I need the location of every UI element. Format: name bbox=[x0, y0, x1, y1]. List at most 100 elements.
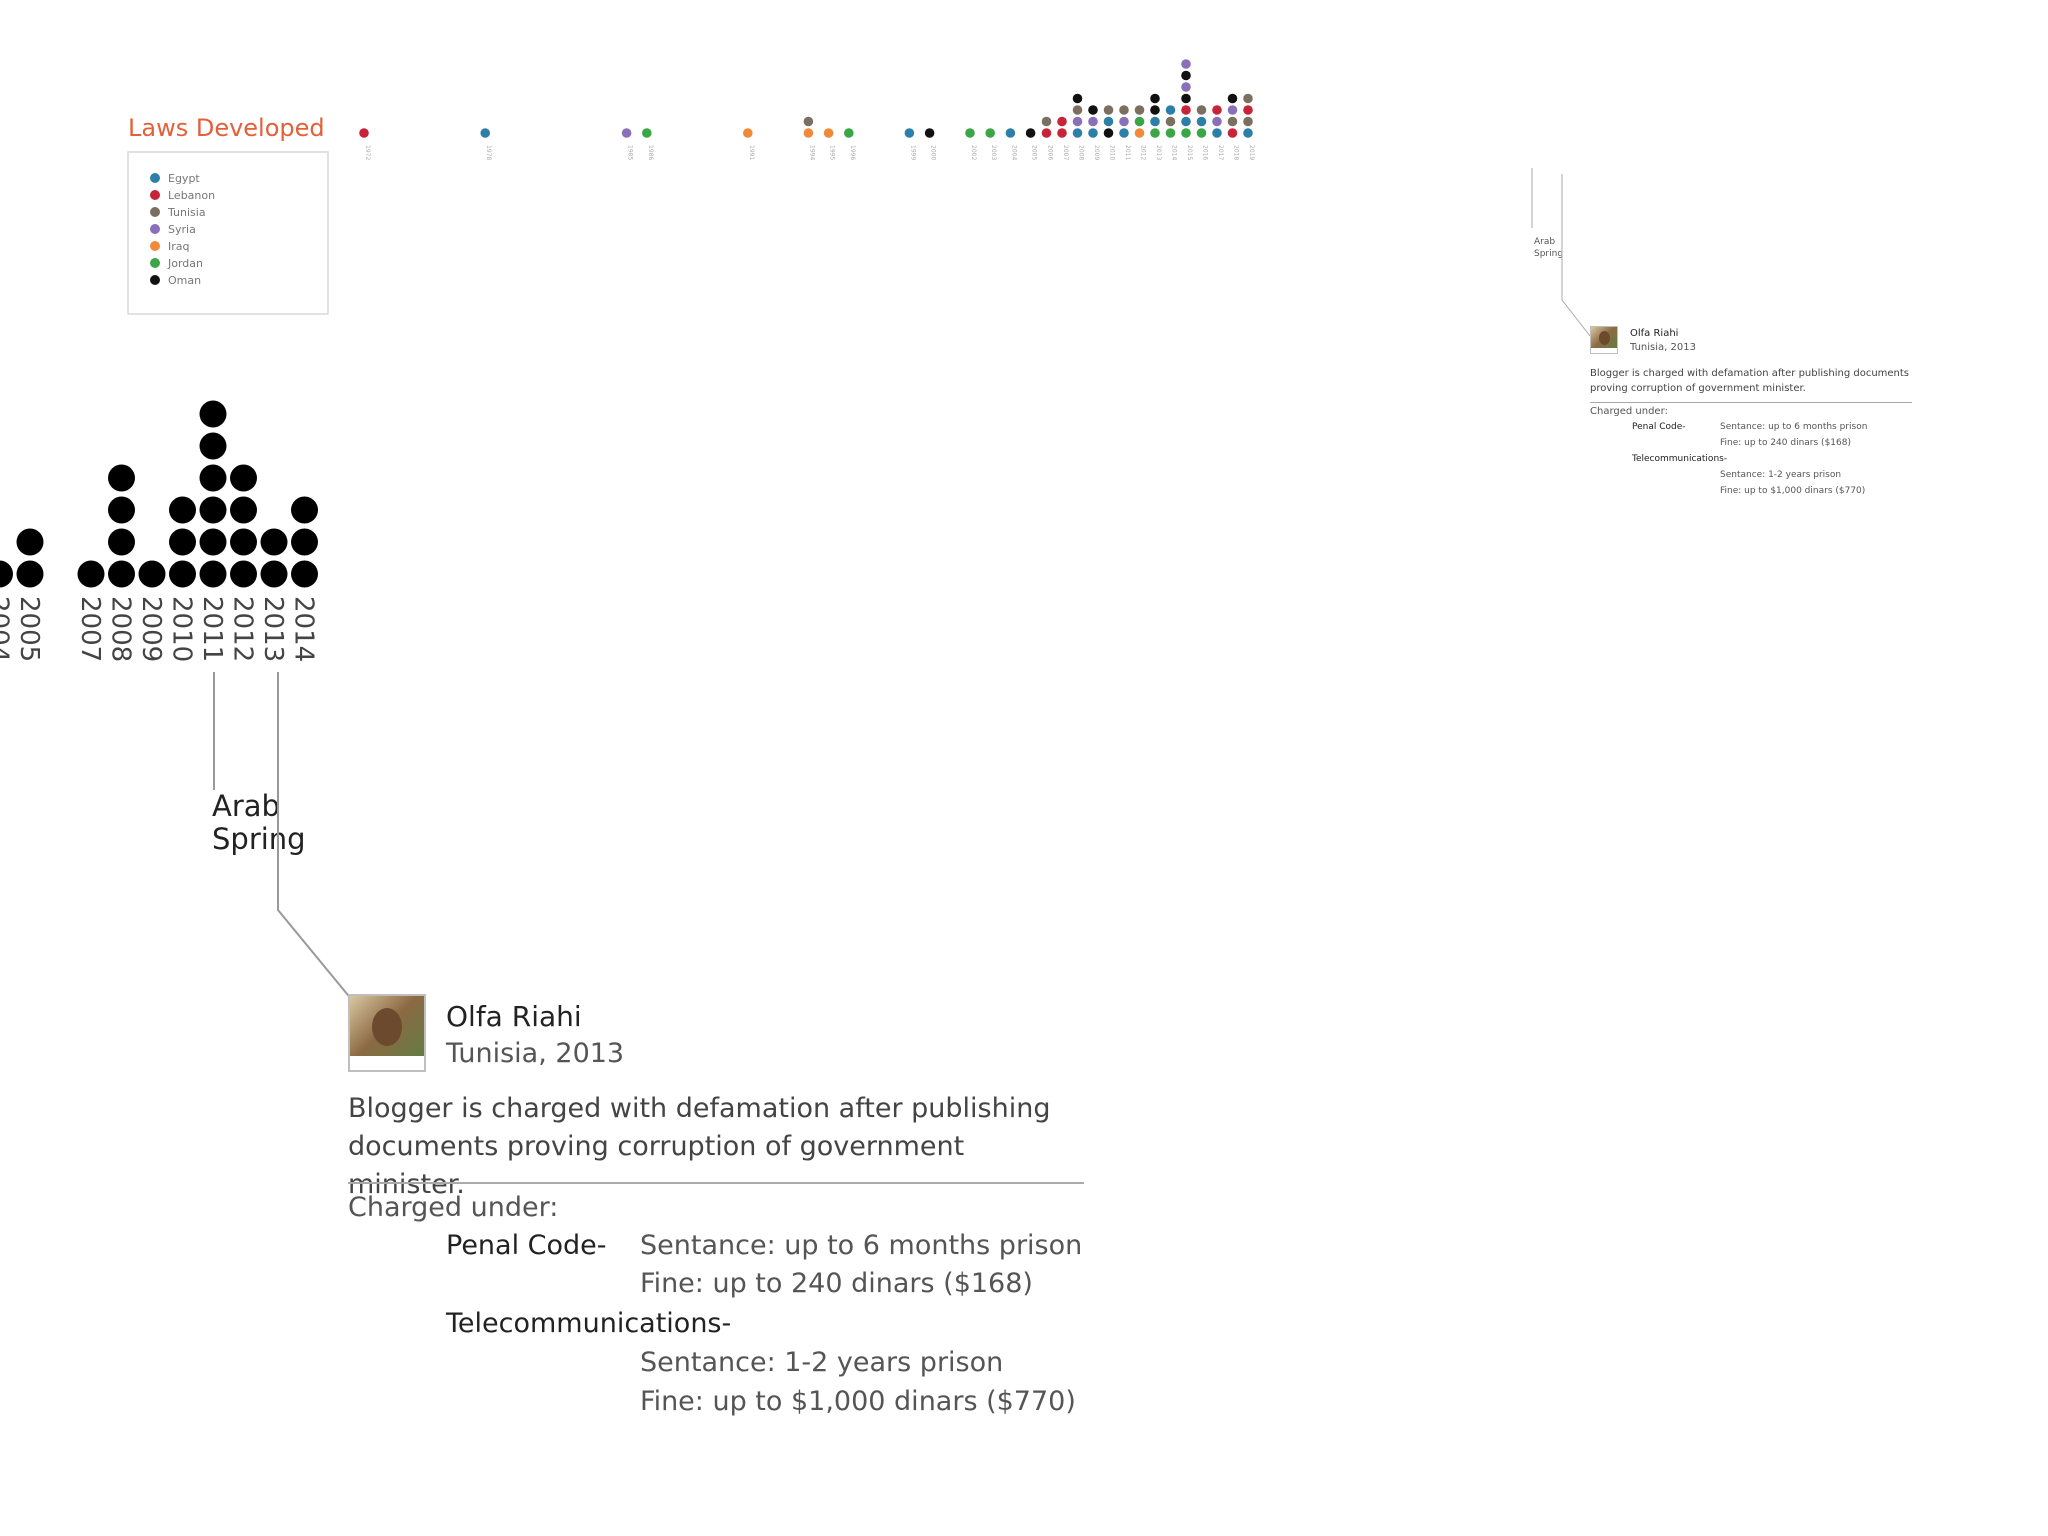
overview-year-2018: 2018 bbox=[1233, 145, 1240, 160]
legend-swatch-jordan bbox=[150, 258, 160, 268]
overview-year-2015: 2015 bbox=[1186, 145, 1193, 160]
overview-dot-2012-tunisia bbox=[1135, 105, 1145, 115]
overview-year-2007: 2007 bbox=[1062, 145, 1069, 160]
overview-dot-2007-lebanon bbox=[1057, 117, 1067, 127]
penalty-line: Fine: up to $1,000 dinars ($770) bbox=[640, 1386, 1076, 1417]
overview-dot-1986-jordan bbox=[642, 128, 652, 138]
overview-dot-2007-lebanon bbox=[1057, 128, 1067, 138]
legend-label-syria: Syria bbox=[168, 223, 196, 236]
detail-year-2012: 2012 bbox=[228, 596, 258, 662]
overview-dot-2011-tunisia bbox=[1119, 105, 1129, 115]
overview-annotation-text: Arab bbox=[1534, 237, 1555, 247]
overview-dot-2012-jordan bbox=[1135, 117, 1145, 127]
overview-dot-2013-oman bbox=[1150, 94, 1160, 104]
overview-dot-1978-egypt bbox=[480, 128, 490, 138]
divider bbox=[348, 1182, 1084, 1184]
detail-dot-2007-1 bbox=[78, 561, 105, 588]
overview-dot-1991-iraq bbox=[743, 128, 753, 138]
overview-year-2000: 2000 bbox=[930, 145, 937, 160]
overview-year-2017: 2017 bbox=[1217, 145, 1224, 160]
overview-dot-2019-tunisia bbox=[1243, 117, 1253, 127]
overview-dot-2004-egypt bbox=[1006, 128, 1016, 138]
overview-dot-2008-tunisia bbox=[1073, 105, 1083, 115]
detail-year-2005: 2005 bbox=[14, 596, 44, 662]
overview-year-2008: 2008 bbox=[1078, 145, 1085, 160]
overview-year-2004: 2004 bbox=[1010, 145, 1017, 160]
overview-year-1996: 1996 bbox=[849, 145, 856, 160]
avatar bbox=[1590, 326, 1618, 354]
detail-dot-2011-2 bbox=[200, 529, 227, 556]
portrait-face bbox=[1599, 331, 1610, 345]
detail-dot-2008-4 bbox=[108, 465, 135, 492]
overview-year-2002: 2002 bbox=[970, 145, 977, 160]
overview-year-1985: 1985 bbox=[627, 145, 634, 160]
overview-dot-2018-oman bbox=[1228, 94, 1238, 104]
legend-swatch-tunisia bbox=[150, 207, 160, 217]
overview-dot-2018-syria bbox=[1228, 105, 1238, 115]
detail-dot-2005-1 bbox=[17, 561, 44, 588]
overview-year-2019: 2019 bbox=[1248, 145, 1255, 160]
charged-under-label: Charged under: bbox=[348, 1192, 558, 1223]
overview-dot-2010-oman bbox=[1104, 128, 1114, 138]
detail-year-labels: 2004 2005 2007 2008 2009 2010 2011 2012 2013 2014 bbox=[0, 596, 319, 662]
overview-dot-2003-jordan bbox=[985, 128, 995, 138]
overview-dot-2016-jordan bbox=[1197, 128, 1207, 138]
overview-dot-2009-syria bbox=[1088, 117, 1098, 127]
overview-year-1999: 1999 bbox=[909, 145, 916, 160]
legend-swatch-oman bbox=[150, 275, 160, 285]
legend-label-lebanon: Lebanon bbox=[168, 189, 215, 202]
law-label: Penal Code- bbox=[1632, 422, 1686, 432]
detail-year-2011: 2011 bbox=[197, 596, 227, 662]
detail-year-2010: 2010 bbox=[167, 596, 197, 662]
overview-dot-strip bbox=[359, 59, 1253, 138]
overview-annotation-text: Spring bbox=[1534, 249, 1563, 259]
detail-year-2007: 2007 bbox=[75, 596, 105, 662]
detail-year-2014: 2014 bbox=[289, 596, 319, 662]
overview-dot-2019-egypt bbox=[1243, 128, 1253, 138]
overview-year-2009: 2009 bbox=[1093, 145, 1100, 160]
legend-label-jordan: Jordan bbox=[167, 257, 203, 270]
leader-line-mini-card bbox=[1562, 174, 1590, 336]
overview-year-2005: 2005 bbox=[1031, 145, 1038, 160]
overview-dot-1972-lebanon bbox=[359, 128, 369, 138]
portrait-caption-strip bbox=[1591, 348, 1617, 353]
legend-label-egypt: Egypt bbox=[168, 172, 200, 185]
overview-dot-2015-oman bbox=[1181, 94, 1191, 104]
portrait-caption-strip bbox=[350, 1056, 424, 1070]
overview-year-2014: 2014 bbox=[1171, 145, 1178, 160]
overview-dot-2019-tunisia bbox=[1243, 94, 1253, 104]
detail-dot-2012-4 bbox=[230, 465, 257, 492]
legend-label-oman: Oman bbox=[168, 274, 201, 287]
overview-dot-1994-tunisia bbox=[804, 117, 814, 127]
overview-dot-2011-egypt bbox=[1119, 128, 1129, 138]
law-label: Telecommunications- bbox=[1632, 454, 1727, 464]
overview-year-1995: 1995 bbox=[829, 145, 836, 160]
overview-dot-2015-lebanon bbox=[1181, 105, 1191, 115]
detail-dot-2012-2 bbox=[230, 529, 257, 556]
overview-dot-2015-syria bbox=[1181, 59, 1191, 69]
overview-year-1994: 1994 bbox=[808, 145, 815, 160]
overview-dot-2019-lebanon bbox=[1243, 105, 1253, 115]
legend-label-iraq: Iraq bbox=[168, 240, 190, 253]
overview-year-1986: 1986 bbox=[647, 145, 654, 160]
overview-year-2013: 2013 bbox=[1155, 145, 1162, 160]
penalty-line: Fine: up to 240 dinars ($168) bbox=[640, 1268, 1033, 1299]
overview-annotation: Arab Spring bbox=[1532, 168, 1563, 259]
overview-dot-1985-syria bbox=[622, 128, 632, 138]
overview-dot-2014-egypt bbox=[1166, 105, 1176, 115]
penalty-line: Fine: up to $1,000 dinars ($770) bbox=[1720, 486, 1865, 496]
case-description: Blogger is charged with defamation after… bbox=[1590, 366, 1920, 396]
overview-dot-2016-tunisia bbox=[1197, 105, 1207, 115]
overview-dot-2011-syria bbox=[1119, 117, 1129, 127]
detail-dot-2008-1 bbox=[108, 561, 135, 588]
overview-dot-2014-jordan bbox=[1166, 128, 1176, 138]
overview-dot-2015-oman bbox=[1181, 71, 1191, 81]
penalty-line: Fine: up to 240 dinars ($168) bbox=[1720, 438, 1851, 448]
detail-dot-columns bbox=[0, 401, 318, 588]
avatar bbox=[348, 994, 426, 1072]
overview-dot-2018-lebanon bbox=[1228, 128, 1238, 138]
penalty-line: Sentance: 1-2 years prison bbox=[640, 1347, 1003, 1378]
overview-dot-2008-oman bbox=[1073, 94, 1083, 104]
annotation-text-spring: Spring bbox=[212, 822, 306, 856]
overview-dot-2018-tunisia bbox=[1228, 117, 1238, 127]
